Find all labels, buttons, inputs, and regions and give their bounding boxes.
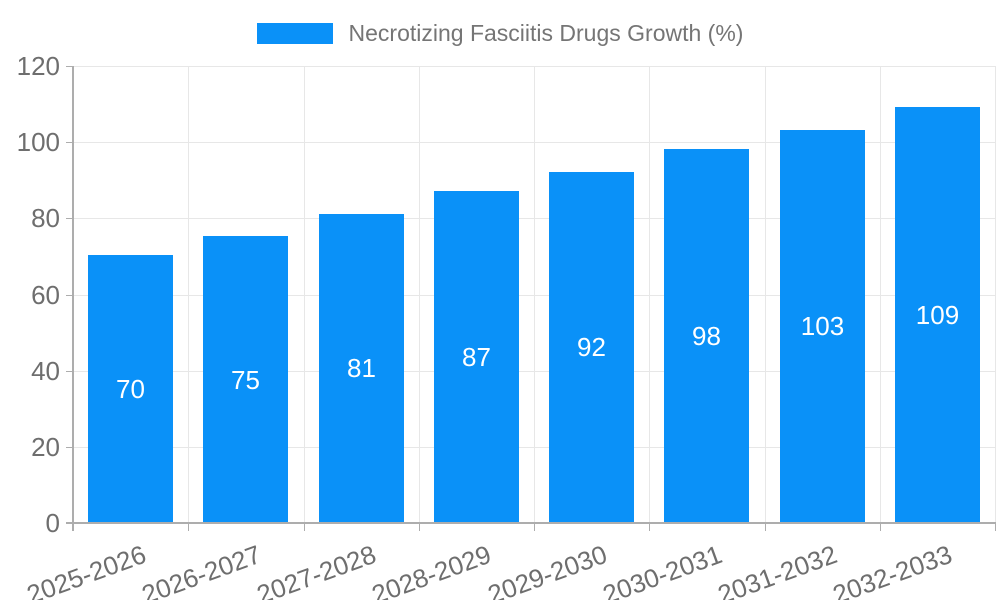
gridline-v (649, 66, 650, 523)
y-tick-label: 80 (31, 203, 60, 233)
y-tick (66, 142, 73, 143)
bar[interactable] (203, 236, 288, 522)
bar-value-label: 98 (692, 321, 721, 351)
bar-value-label: 81 (347, 353, 376, 383)
bar[interactable] (319, 214, 404, 522)
gridline-v (765, 66, 766, 523)
gridline-v (534, 66, 535, 523)
gridline-v (419, 66, 420, 523)
legend[interactable]: Necrotizing Fasciitis Drugs Growth (%) (0, 20, 1000, 46)
x-tick (765, 522, 766, 531)
bar-value-label: 70 (116, 374, 145, 404)
bar[interactable] (434, 191, 519, 522)
y-tick-label: 120 (16, 51, 60, 81)
x-tick (534, 522, 535, 531)
y-tick (66, 66, 73, 67)
bar[interactable] (895, 107, 980, 522)
gridline-v (995, 66, 996, 523)
y-tick (66, 371, 73, 372)
bar-value-label: 109 (915, 300, 960, 330)
gridline-v (304, 66, 305, 523)
x-tick (995, 522, 996, 531)
y-tick-label: 40 (31, 356, 60, 386)
bar[interactable] (88, 255, 173, 522)
y-tick-label: 20 (31, 432, 60, 462)
bar-value-label: 87 (462, 342, 491, 372)
legend-label: Necrotizing Fasciitis Drugs Growth (%) (348, 20, 744, 46)
x-tick (188, 522, 189, 531)
y-tick (66, 447, 73, 448)
y-tick-label: 100 (16, 127, 60, 157)
x-tick (304, 522, 305, 531)
y-tick-label: 0 (45, 508, 60, 538)
bar[interactable] (549, 172, 634, 522)
x-axis-line (66, 522, 996, 524)
bar[interactable] (780, 130, 865, 522)
bar-value-label: 92 (577, 332, 606, 362)
y-tick-label: 60 (31, 280, 60, 310)
x-tick (649, 522, 650, 531)
gridline-v (880, 66, 881, 523)
y-tick (66, 295, 73, 296)
bar[interactable] (664, 149, 749, 522)
gridline-v (188, 66, 189, 523)
y-tick (66, 218, 73, 219)
bar-value-label: 75 (231, 365, 260, 395)
x-tick (880, 522, 881, 531)
x-tick (419, 522, 420, 531)
legend-swatch (256, 22, 333, 44)
y-axis-line (72, 66, 74, 531)
bar-value-label: 103 (800, 311, 845, 341)
